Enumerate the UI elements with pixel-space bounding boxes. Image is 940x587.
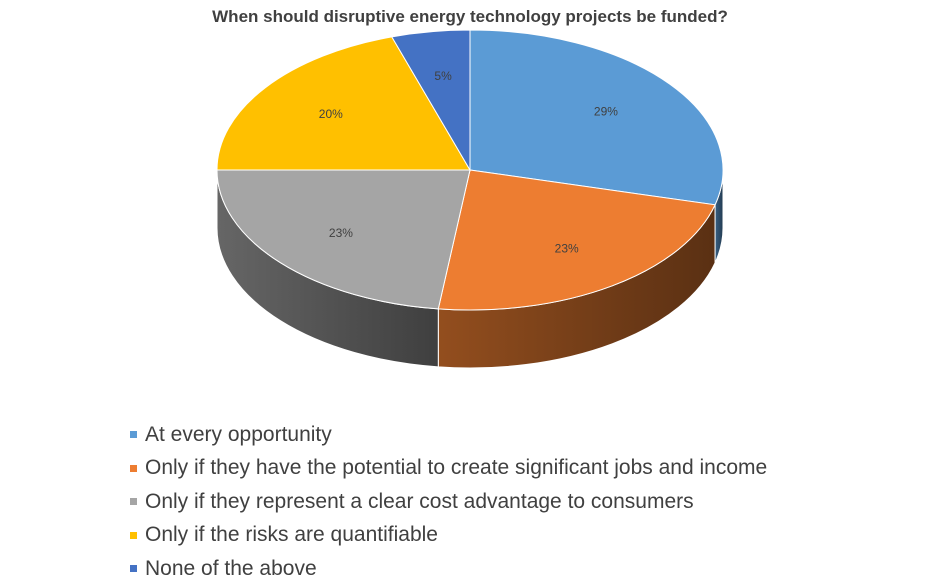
pie-slice [216, 36, 471, 171]
slice-data-label: 23% [555, 242, 579, 256]
legend-item: None of the above [130, 552, 767, 586]
pie-slice [437, 169, 716, 311]
chart-title: When should disruptive energy technology… [212, 7, 728, 26]
legend-swatch [130, 531, 137, 539]
legend-item: At every opportunity [130, 418, 767, 452]
legend-label: At every opportunity [145, 422, 332, 446]
legend-item: Only if they represent a clear cost adva… [130, 485, 767, 519]
legend-item: Only if they have the potential to creat… [130, 452, 767, 486]
pie-slice [469, 29, 724, 206]
legend-label: Only if the risks are quantifiable [145, 523, 438, 547]
legend-swatch [130, 431, 137, 439]
slice-data-label: 29% [594, 105, 618, 119]
slice-data-label: 20% [319, 107, 343, 121]
pie-slice [216, 169, 471, 310]
pie-chart: 29% 23% 23% 20% 5% [216, 29, 724, 369]
legend-swatch [130, 565, 137, 573]
legend: At every opportunity Only if they have th… [130, 418, 767, 586]
legend-swatch [130, 464, 137, 472]
legend-swatch [130, 498, 137, 506]
legend-label: Only if they have the potential to creat… [145, 456, 768, 480]
legend-label: Only if they represent a clear cost adva… [145, 489, 694, 513]
pie-slice [391, 29, 471, 172]
legend-item: Only if the risks are quantifiable [130, 519, 767, 553]
legend-label: None of the above [145, 556, 317, 580]
slice-data-label: 5% [434, 69, 452, 83]
slice-data-label: 23% [329, 226, 353, 240]
